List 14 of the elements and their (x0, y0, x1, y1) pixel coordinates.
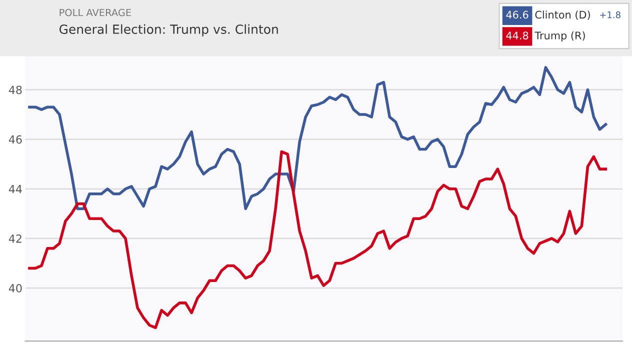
chart-title: General Election: Trump vs. Clinton (59, 24, 278, 36)
line-series (28, 66, 608, 210)
y-tick-label: 42 (8, 234, 22, 243)
line-series (28, 150, 608, 330)
text: +1.8 (600, 11, 620, 18)
legend-label: Clinton (D) (535, 10, 590, 20)
y-tick-label: 40 (8, 284, 22, 292)
legend-label: Trump (R) (534, 31, 585, 42)
y-tick-label: 46 (8, 135, 22, 144)
y-tick-label: 48 (8, 86, 22, 94)
chart-subtitle: POLL AVERAGE (60, 8, 131, 16)
text: 44.8 (506, 32, 528, 40)
y-tick-label: 44 (8, 185, 22, 194)
text: 46.6 (506, 10, 528, 19)
